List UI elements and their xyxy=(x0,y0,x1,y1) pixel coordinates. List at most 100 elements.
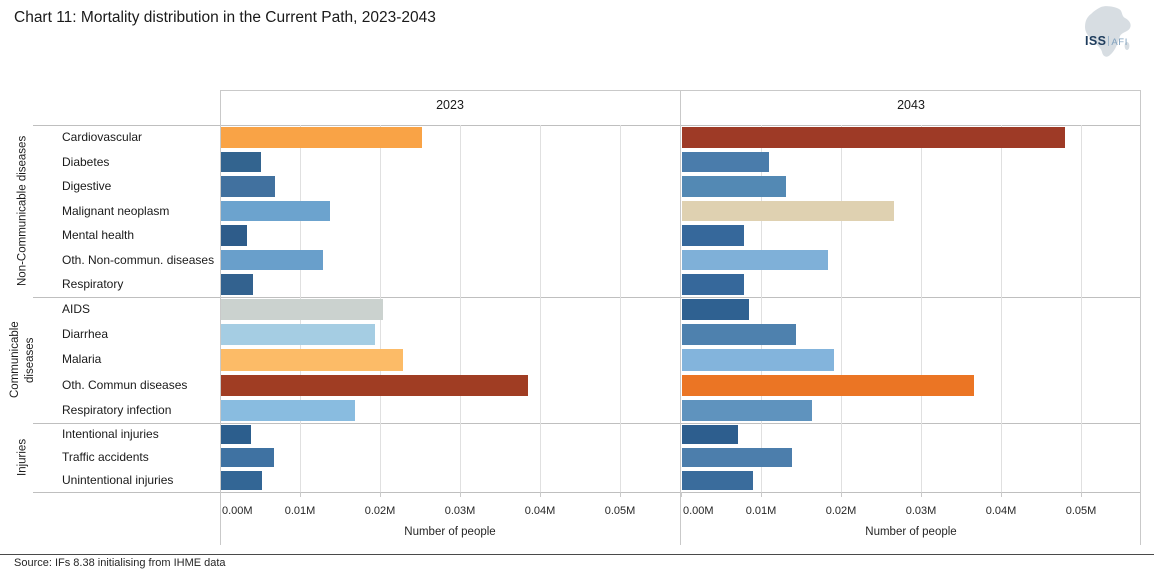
separator-line xyxy=(33,492,1141,493)
bar xyxy=(682,200,894,222)
grid-line xyxy=(460,125,461,492)
group-label: Injuries xyxy=(16,438,29,477)
bar xyxy=(221,349,403,371)
x-tick-label: 0.00M xyxy=(222,505,253,517)
bar xyxy=(682,127,1065,148)
grid-line xyxy=(761,125,762,492)
grid-line xyxy=(921,125,922,492)
grid-line xyxy=(841,125,842,492)
x-tick-label: 0.01M xyxy=(284,505,316,517)
category-label: Diabetes xyxy=(62,154,110,169)
x-tick-label: 0.02M xyxy=(825,505,857,517)
bar xyxy=(682,374,974,396)
bar xyxy=(221,274,253,295)
chart-title: Chart 11: Mortality distribution in the … xyxy=(14,9,436,26)
category-label: Respiratory xyxy=(62,277,124,292)
tick-mark xyxy=(1001,492,1002,497)
bar xyxy=(682,249,828,271)
bar xyxy=(682,151,769,173)
footer-divider xyxy=(0,554,1154,555)
grid-line xyxy=(540,125,541,492)
category-label: Respiratory infection xyxy=(62,402,172,417)
category-label: Oth. Non-commun. diseases xyxy=(62,252,215,267)
bar xyxy=(682,425,738,444)
bar xyxy=(221,249,323,271)
category-label: Malignant neoplasm xyxy=(62,203,170,218)
category-label: Mental health xyxy=(62,228,135,243)
bar xyxy=(682,274,744,295)
x-tick-label: 0.03M xyxy=(444,505,476,517)
bar xyxy=(221,374,528,396)
bar xyxy=(221,324,375,346)
bar xyxy=(682,299,749,321)
category-label: Intentional injuries xyxy=(62,427,159,441)
tick-mark xyxy=(380,492,381,497)
tick-mark xyxy=(761,492,762,497)
logo-separator xyxy=(1108,36,1110,46)
x-tick-label: 0.04M xyxy=(524,505,556,517)
bar xyxy=(221,299,383,321)
tick-mark xyxy=(841,492,842,497)
x-tick-label: 0.02M xyxy=(364,505,396,517)
x-tick-label: 0.00M xyxy=(683,505,714,517)
bar xyxy=(221,425,251,444)
separator-line xyxy=(33,297,1141,298)
x-axis-title: Number of people xyxy=(404,526,496,538)
x-tick-label: 0.04M xyxy=(985,505,1017,517)
bar xyxy=(682,225,744,246)
bar xyxy=(682,399,812,421)
bar xyxy=(221,200,330,222)
bar xyxy=(682,349,834,371)
x-tick-label: 0.05M xyxy=(1065,505,1097,517)
tick-mark xyxy=(220,492,221,497)
tick-mark xyxy=(921,492,922,497)
tick-mark xyxy=(1081,492,1082,497)
category-label: Traffic accidents xyxy=(62,450,149,464)
bar xyxy=(221,127,422,148)
bar xyxy=(682,176,786,197)
logo-text: ISS AFI xyxy=(1085,34,1128,48)
x-tick-label: 0.01M xyxy=(745,505,777,517)
tick-mark xyxy=(620,492,621,497)
bar xyxy=(221,399,355,421)
tick-mark xyxy=(300,492,301,497)
category-label: Malaria xyxy=(62,352,102,367)
category-label: Oth. Commun diseases xyxy=(62,377,188,392)
group-label: Non-Communicable diseases xyxy=(16,135,29,287)
bar xyxy=(682,448,792,467)
separator-line xyxy=(33,423,1141,424)
category-label: Unintentional injuries xyxy=(62,473,174,487)
separator-line xyxy=(33,125,1141,126)
panel-header-2023: 2023 xyxy=(436,98,464,112)
category-label: AIDS xyxy=(62,302,91,316)
panel-border xyxy=(1140,90,1141,545)
bar xyxy=(221,448,274,467)
grid-line xyxy=(1081,125,1082,492)
tick-mark xyxy=(681,492,682,497)
category-label: Digestive xyxy=(62,179,112,194)
category-label: Diarrhea xyxy=(62,327,109,342)
panel-header-2043: 2043 xyxy=(897,98,925,112)
panel-border xyxy=(680,90,681,545)
bar xyxy=(682,471,753,490)
grid-line xyxy=(620,125,621,492)
x-tick-label: 0.03M xyxy=(905,505,937,517)
category-label: Cardiovascular xyxy=(62,130,143,144)
bar xyxy=(682,324,796,346)
issafi-logo: ISS AFI xyxy=(1076,5,1138,57)
panel-border xyxy=(220,90,221,545)
bar xyxy=(221,151,261,173)
logo-afi-label: AFI xyxy=(1111,37,1128,48)
africa-logo-icon xyxy=(1085,6,1131,57)
logo-iss-label: ISS xyxy=(1085,34,1107,48)
source-note: Source: IFs 8.38 initialising from IHME … xyxy=(14,557,226,569)
grid-line xyxy=(1001,125,1002,492)
x-tick-label: 0.05M xyxy=(604,505,636,517)
group-label: Communicable diseases xyxy=(9,321,36,399)
tick-mark xyxy=(460,492,461,497)
bar xyxy=(221,176,275,197)
x-axis-title: Number of people xyxy=(865,526,957,538)
bar xyxy=(221,225,247,246)
